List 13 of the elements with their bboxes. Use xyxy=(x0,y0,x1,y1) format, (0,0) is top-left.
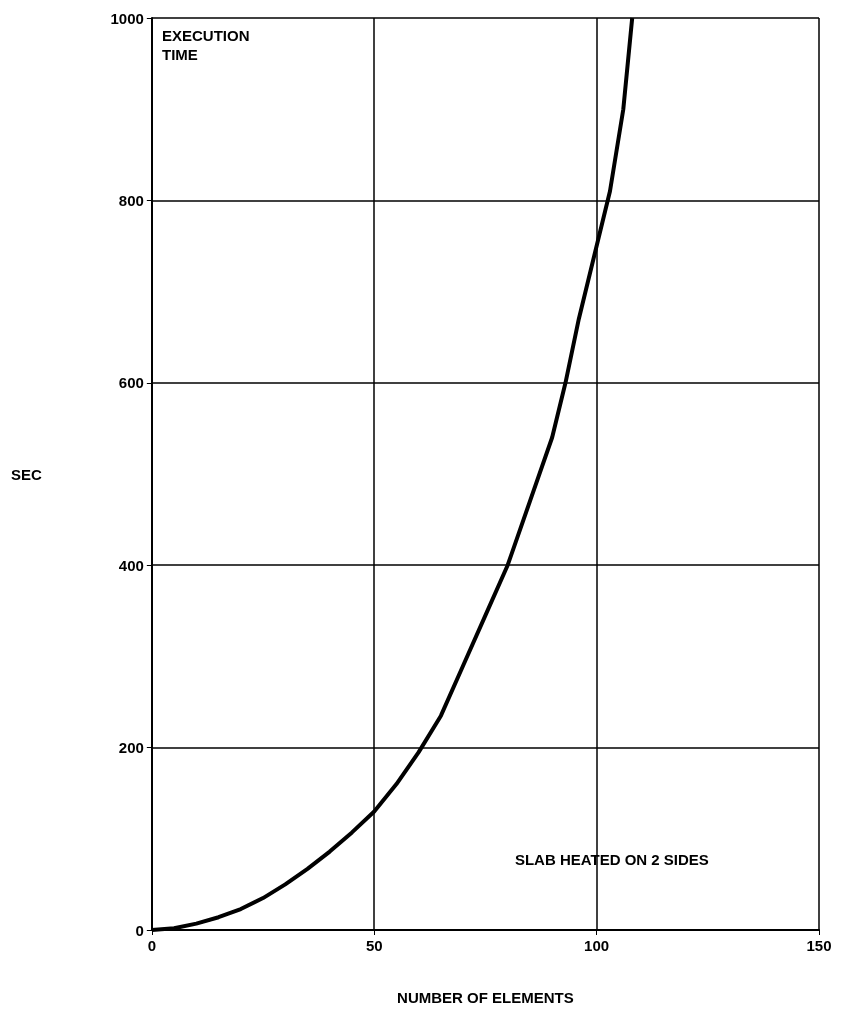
y-tick-label: 600 xyxy=(118,374,144,392)
x-tick-label: 50 xyxy=(365,937,383,954)
y-tick-label: 200 xyxy=(118,739,144,757)
y-tick-label: 0 xyxy=(135,921,144,939)
x-axis-title: NUMBER OF ELEMENTS xyxy=(397,989,574,1006)
y-tick-label: 1000 xyxy=(110,9,144,27)
x-tick-label: 0 xyxy=(147,937,157,954)
x-tick-label: 100 xyxy=(584,937,610,954)
y-tick-label: 800 xyxy=(118,191,144,209)
y-tick-label: 400 xyxy=(118,556,144,574)
annotation: EXECUTION TIME xyxy=(162,27,250,63)
x-tick-label: 150 xyxy=(806,937,832,954)
y-axis-title: SEC xyxy=(11,465,43,483)
